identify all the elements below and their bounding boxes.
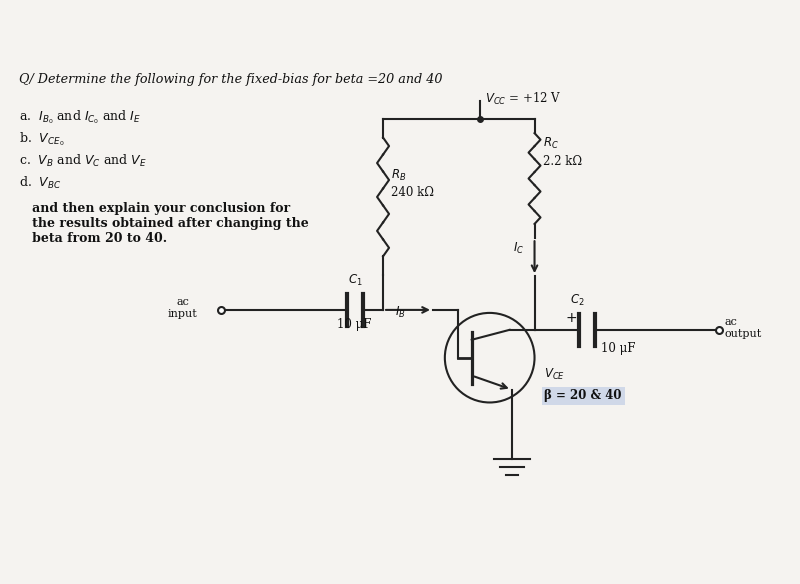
Text: $I_C$: $I_C$ xyxy=(513,241,524,256)
Text: and then explain your conclusion for
   the results obtained after changing the
: and then explain your conclusion for the… xyxy=(19,203,309,245)
Text: a.  $I_{B_0}$ and $I_{C_0}$ and $I_E$: a. $I_{B_0}$ and $I_{C_0}$ and $I_E$ xyxy=(19,109,142,127)
Text: 2.2 kΩ: 2.2 kΩ xyxy=(542,155,582,168)
Text: ac
output: ac output xyxy=(725,317,762,339)
Text: d.  $V_{BC}$: d. $V_{BC}$ xyxy=(19,175,62,190)
Text: 10 μF: 10 μF xyxy=(338,318,372,331)
Text: β = 20 & 40: β = 20 & 40 xyxy=(545,390,622,402)
Text: 10 μF: 10 μF xyxy=(602,342,636,354)
Text: 240 kΩ: 240 kΩ xyxy=(391,186,434,200)
Text: $C_1$: $C_1$ xyxy=(348,273,362,288)
Text: +: + xyxy=(566,311,577,325)
Text: $R_B$: $R_B$ xyxy=(391,168,406,183)
Text: $V_{CC}$ = +12 V: $V_{CC}$ = +12 V xyxy=(485,91,561,107)
Text: c.  $V_B$ and $V_C$ and $V_E$: c. $V_B$ and $V_C$ and $V_E$ xyxy=(19,152,147,169)
Text: $V_{CE}$: $V_{CE}$ xyxy=(545,367,566,382)
Text: $R_C$: $R_C$ xyxy=(542,135,558,151)
Text: b.  $V_{CE_0}$: b. $V_{CE_0}$ xyxy=(19,131,65,148)
Text: $C_2$: $C_2$ xyxy=(570,293,585,308)
Text: ac
input: ac input xyxy=(168,297,198,319)
Text: Q/ Determine the following for the fixed-bias for beta =20 and 40: Q/ Determine the following for the fixed… xyxy=(19,73,443,86)
Text: $I_B$: $I_B$ xyxy=(395,305,406,320)
